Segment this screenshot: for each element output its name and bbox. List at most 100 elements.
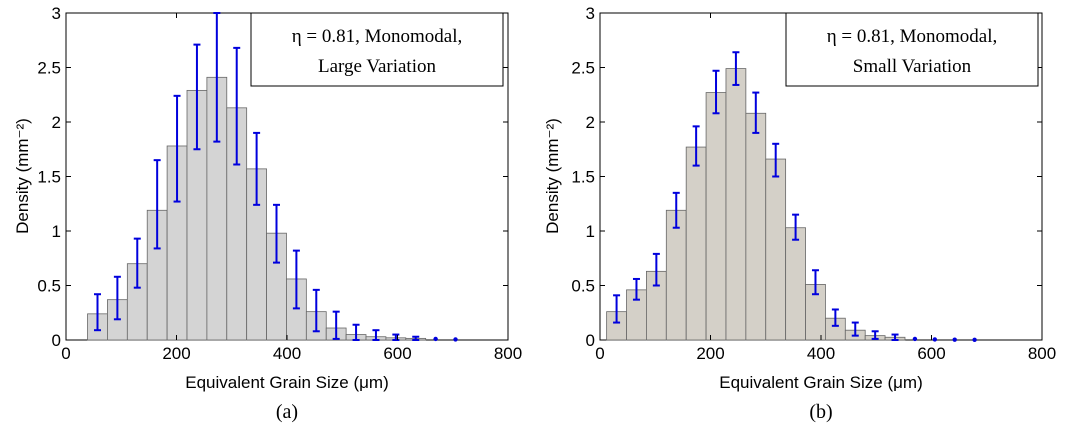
bar-b-3 bbox=[665, 209, 687, 341]
y-tick-b-1: 0.5 bbox=[571, 277, 1042, 296]
annotation-box-a: η = 0.81, Monomodal, Large Variation bbox=[250, 12, 504, 87]
x-tick-label-a-4: 800 bbox=[494, 344, 522, 363]
error-bar-a-12 bbox=[332, 310, 340, 340]
y-tick-a-1: 0.5 bbox=[37, 277, 508, 296]
bar-b-9 bbox=[785, 227, 806, 341]
error-bar-b-7 bbox=[752, 91, 760, 134]
y-tick-label-a-4: 2 bbox=[52, 113, 61, 132]
y-tick-label-b-6: 3 bbox=[586, 4, 595, 23]
error-bar-a-0 bbox=[93, 293, 101, 332]
error-bar-a-7 bbox=[233, 46, 241, 166]
y-tick-label-b-0: 0 bbox=[586, 331, 595, 350]
x-tick-label-b-3: 600 bbox=[917, 344, 945, 363]
y-tick-label-a-2: 1 bbox=[52, 222, 61, 241]
error-bars-a bbox=[93, 12, 458, 342]
x-tick-a-4: 800 bbox=[494, 13, 522, 363]
error-bar-b-1 bbox=[632, 277, 640, 301]
error-bar-b-12 bbox=[851, 321, 859, 337]
y-tick-b-0: 0 bbox=[586, 331, 1042, 350]
y-tick-b-4: 2 bbox=[586, 113, 1042, 132]
error-bar-a-18 bbox=[453, 337, 458, 342]
x-axis-label-a: Equivalent Grain Size (μm) bbox=[185, 373, 388, 392]
x-tick-a-0: 0 bbox=[61, 13, 71, 363]
x-tick-label-b-2: 400 bbox=[807, 344, 835, 363]
y-tick-label-b-3: 1.5 bbox=[571, 168, 595, 187]
error-bar-a-14 bbox=[372, 329, 380, 341]
x-tick-label-b-4: 800 bbox=[1028, 344, 1056, 363]
y-tick-a-2: 1 bbox=[52, 222, 508, 241]
error-bar-a-2 bbox=[133, 237, 141, 289]
x-tick-label-a-1: 200 bbox=[162, 344, 190, 363]
error-bar-a-11 bbox=[312, 288, 320, 333]
annotation-frame-a bbox=[250, 12, 504, 87]
y-tick-label-b-5: 2.5 bbox=[571, 59, 595, 78]
y-tick-label-b-4: 2 bbox=[586, 113, 595, 132]
y-tick-label-b-2: 1 bbox=[586, 222, 595, 241]
error-bar-a-13 bbox=[352, 323, 360, 341]
y-tick-label-a-6: 3 bbox=[52, 4, 61, 23]
annotation-box-b: η = 0.81, Monomodal, Small Variation bbox=[785, 12, 1039, 87]
y-ticks-b: 0 0.5 1 1.5 2 2.5 3 bbox=[571, 4, 1042, 350]
y-ticks-a: 0 0.5 1 1.5 2 2.5 3 bbox=[37, 4, 508, 350]
x-tick-label-a-3: 600 bbox=[383, 344, 411, 363]
y-axis-label-a: Density (mm⁻²) bbox=[13, 118, 32, 234]
error-bar-b-8 bbox=[772, 142, 780, 178]
bar-b-7 bbox=[745, 112, 767, 341]
error-bar-a-15 bbox=[392, 333, 400, 341]
x-tick-b-0: 0 bbox=[595, 13, 605, 363]
y-axis-label-b: Density (mm⁻²) bbox=[543, 118, 562, 234]
error-bar-a-6 bbox=[213, 12, 221, 143]
error-bar-b-14 bbox=[891, 333, 899, 341]
error-bar-b-3 bbox=[672, 191, 680, 229]
x-tick-label-a-2: 400 bbox=[273, 344, 301, 363]
error-bar-b-9 bbox=[792, 213, 800, 241]
x-tick-b-1: 200 bbox=[696, 13, 725, 363]
error-bar-a-10 bbox=[292, 249, 300, 310]
error-bar-b-6 bbox=[732, 51, 740, 86]
error-bar-b-11 bbox=[831, 308, 839, 327]
y-tick-label-a-1: 0.5 bbox=[37, 277, 61, 296]
y-tick-label-b-1: 0.5 bbox=[571, 277, 595, 296]
panel-b: 0 0.5 1 1.5 2 2.5 3 0 200 400 600 800 η = 0.81, Mo… bbox=[543, 4, 1056, 423]
error-bar-b-4 bbox=[692, 125, 700, 167]
bar-b-6 bbox=[725, 68, 747, 341]
error-bar-a-17 bbox=[433, 336, 438, 342]
error-bar-a-5 bbox=[193, 43, 201, 151]
error-bar-a-3 bbox=[153, 159, 161, 250]
annotation-line-1-a: η = 0.81, Monomodal, bbox=[292, 26, 463, 47]
error-bar-b-2 bbox=[652, 252, 660, 287]
error-bar-a-1 bbox=[113, 275, 121, 321]
error-bar-a-16 bbox=[412, 335, 420, 341]
error-bar-b-0 bbox=[613, 294, 621, 324]
y-tick-b-3: 1.5 bbox=[571, 168, 1042, 187]
x-ticks-a: 0 200 400 600 800 bbox=[61, 13, 522, 363]
bar-b-8 bbox=[765, 158, 787, 341]
panel-label-a: (a) bbox=[276, 401, 298, 423]
y-tick-b-2: 1 bbox=[586, 222, 1042, 241]
y-tick-a-3: 1.5 bbox=[37, 168, 508, 187]
y-tick-a-6: 3 bbox=[52, 4, 508, 23]
error-bar-b-13 bbox=[871, 330, 879, 340]
bars-b bbox=[606, 68, 906, 341]
x-tick-b-4: 800 bbox=[1028, 13, 1056, 363]
annotation-line-1-b: η = 0.81, Monomodal, bbox=[827, 26, 998, 47]
y-tick-label-a-3: 1.5 bbox=[37, 168, 61, 187]
y-tick-label-a-5: 2.5 bbox=[37, 59, 61, 78]
annotation-frame-b bbox=[785, 12, 1039, 87]
annotation-line-2-b: Small Variation bbox=[853, 56, 972, 77]
error-bars-b bbox=[613, 51, 977, 342]
error-bar-a-8 bbox=[253, 131, 261, 206]
y-tick-a-4: 2 bbox=[52, 113, 508, 132]
y-tick-a-0: 0 bbox=[52, 331, 508, 350]
error-bar-b-5 bbox=[712, 69, 720, 115]
error-bar-b-18 bbox=[972, 337, 977, 342]
bars-a bbox=[87, 76, 427, 341]
x-tick-label-b-0: 0 bbox=[595, 344, 604, 363]
error-bar-b-17 bbox=[952, 337, 957, 342]
x-tick-label-a-0: 0 bbox=[61, 344, 70, 363]
x-ticks-b: 0 200 400 600 800 bbox=[595, 13, 1056, 363]
y-tick-a-5: 2.5 bbox=[37, 59, 508, 78]
x-tick-a-1: 200 bbox=[162, 13, 191, 363]
error-bar-b-15 bbox=[912, 336, 918, 342]
